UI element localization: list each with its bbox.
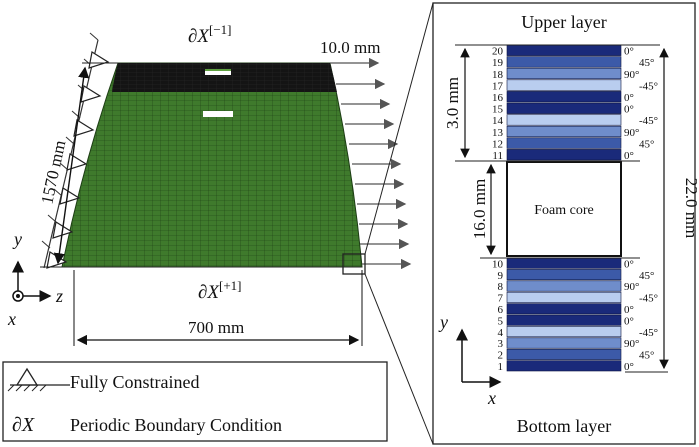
legend-item-periodic: Periodic Boundary Condition: [70, 415, 282, 435]
bottom-ply-10: [506, 257, 622, 269]
bottom-ply-number: 7: [498, 293, 504, 305]
bottom-ply-angle: 0°: [624, 258, 634, 270]
upper-ply-number: 17: [492, 80, 504, 92]
upper-ply-13: [506, 125, 622, 138]
mesh-mark-green: [205, 69, 231, 71]
triangle-support-icon: [80, 85, 102, 103]
bottom-ply-angle: 0°: [624, 304, 634, 316]
legend-symbol-periodic: ∂X: [12, 414, 35, 436]
bottom-ply-number: 5: [498, 315, 504, 327]
upper-ply-number: 20: [492, 46, 504, 58]
bottom-ply-angle: 45°: [639, 350, 654, 362]
right-axis-x-label: x: [487, 388, 496, 408]
bottom-ply-7: [506, 291, 622, 303]
upper-ply-12: [506, 137, 622, 149]
legend: Fully Constrained ∂X Periodic Boundary C…: [2, 361, 388, 442]
bottom-ply-2: [506, 348, 622, 360]
axis-z-label: z: [55, 286, 63, 306]
upper-ply-angle: 0°: [624, 92, 634, 104]
foam-core: [506, 161, 622, 257]
upper-ply-11: [506, 149, 622, 161]
bottom-ply-angle: 0°: [624, 361, 634, 373]
triangle-support-icon: [66, 153, 88, 171]
bottom-ply-number: 1: [498, 361, 504, 373]
zoom-line-top: [364, 2, 434, 255]
upper-ply-19: [506, 56, 622, 68]
bottom-ply-3: [506, 337, 622, 349]
axis-x-label: x: [7, 309, 16, 329]
legend-box: [2, 361, 388, 442]
upper-ply-number: 16: [492, 92, 504, 104]
bottom-ply-number: 9: [498, 270, 504, 282]
foam-core-label: Foam core: [534, 203, 593, 218]
bottom-ply-9: [506, 269, 622, 281]
upper-ply-20: [506, 44, 622, 56]
bottom-ply-angle: -45°: [639, 293, 658, 305]
mesh-mark-2: [203, 111, 233, 117]
bottom-ply-number: 3: [498, 338, 504, 350]
upper-ply-number: 13: [492, 127, 504, 139]
core-dim-label: 16.0 mm: [470, 179, 489, 239]
upper-ply-16: [506, 91, 622, 103]
triangle-support-icon: [59, 187, 81, 205]
upper-ply-angle: -45°: [639, 80, 658, 92]
upper-ply-angle: 90°: [624, 69, 639, 81]
bottom-ply-6: [506, 303, 622, 315]
bottom-ply-5: [506, 314, 622, 326]
legend-item-constrained: Fully Constrained: [70, 372, 200, 392]
bottom-ply-angle: 90°: [624, 338, 639, 350]
mesh-body: [61, 62, 363, 268]
displacement-arrows: [330, 57, 412, 270]
left-panel: 1570 mm 10.0 mm ∂X[−1] ∂X[+1]: [7, 2, 434, 445]
bottom-ply-number: 4: [498, 327, 504, 339]
zoom-line-bottom: [364, 273, 434, 445]
upper-ply-angle: 45°: [639, 138, 654, 150]
bottom-title: Bottom layer: [517, 416, 611, 436]
upper-ply-number: 19: [492, 57, 504, 69]
upper-ply-18: [506, 67, 622, 80]
upper-dim-label: 3.0 mm: [443, 77, 462, 129]
right-panel: Upper layer Bottom layer 20 0°19 45°18 90°1…: [432, 2, 699, 445]
upper-ply-angle: 45°: [639, 57, 654, 69]
bottom-ply-number: 2: [498, 350, 504, 362]
bottom-ply-angle: 90°: [624, 281, 639, 293]
displacement-label: 10.0 mm: [320, 38, 380, 57]
bottom-ply-angle: 45°: [639, 270, 654, 282]
upper-ply-number: 11: [492, 150, 503, 162]
zoom-square: [342, 253, 366, 275]
upper-ply-angle: 90°: [624, 127, 639, 139]
bottom-ply-8: [506, 280, 622, 292]
triangle-support-icon: [88, 51, 110, 69]
mesh-top-band: [112, 63, 337, 92]
top-boundary-label: ∂X[−1]: [188, 22, 232, 47]
upper-ply-number: 18: [492, 69, 504, 81]
upper-ply-14: [506, 114, 622, 126]
bottom-ply-angle: 0°: [624, 315, 634, 327]
upper-ply-angle: 0°: [624, 104, 634, 116]
upper-ply-angle: 0°: [624, 46, 634, 58]
width-dim-label: 700 mm: [188, 318, 244, 337]
bottom-ply-number: 10: [492, 258, 504, 270]
bottom-ply-number: 6: [498, 304, 504, 316]
total-dim-label: 22.0 mm: [682, 178, 699, 238]
mesh-mark-1: [205, 70, 231, 75]
bottom-ply-number: 8: [498, 281, 504, 293]
upper-ply-angle: 0°: [624, 150, 634, 162]
right-axis-y-label: y: [438, 312, 448, 332]
upper-ply-number: 12: [492, 138, 503, 150]
height-dim-line: [53, 66, 90, 265]
upper-ply-number: 15: [492, 104, 504, 116]
axis-y-label: y: [12, 229, 22, 249]
upper-ply-angle: -45°: [639, 115, 658, 127]
upper-ply-number: 14: [492, 115, 504, 127]
bottom-boundary-label: ∂X[+1]: [198, 278, 242, 303]
upper-ply-15: [506, 102, 622, 114]
bottom-ply-4: [506, 326, 622, 338]
bottom-ply-1: [506, 360, 622, 372]
upper-ply-stack: 20 0° 19 45° 18 90° 17 -45° 16 0° 15 0° 14 -45° 13 90° 1…: [492, 44, 658, 162]
upper-ply-17: [506, 79, 622, 91]
bottom-ply-angle: -45°: [639, 327, 658, 339]
upper-title: Upper layer: [521, 12, 606, 32]
